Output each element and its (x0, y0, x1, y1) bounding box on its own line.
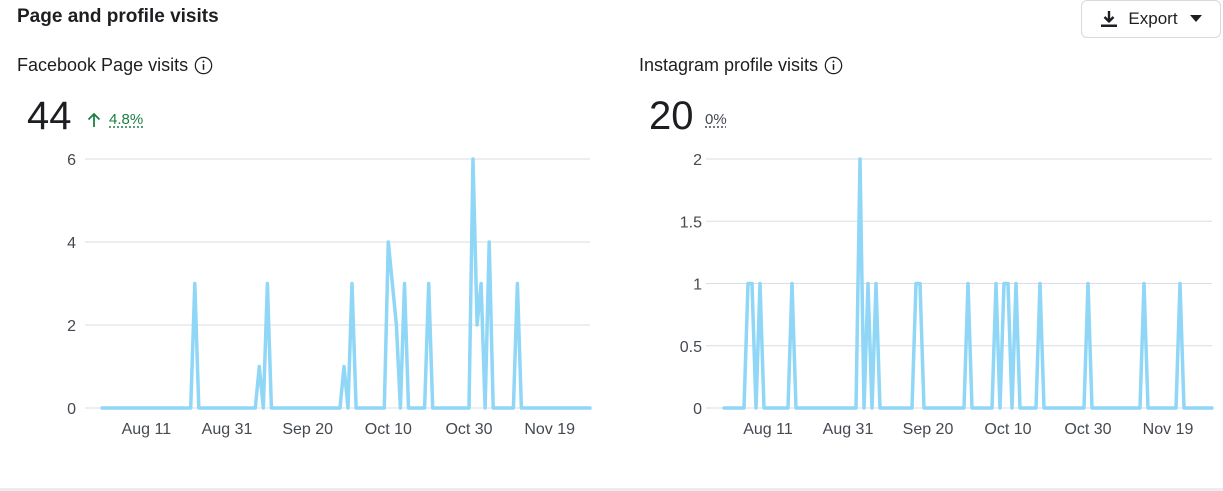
facebook-panel-title: Facebook Page visits (17, 55, 189, 75)
x-tick-label: Oct 10 (984, 421, 1031, 438)
x-tick-label: Oct 30 (445, 421, 492, 438)
y-tick-label: 0.5 (680, 339, 702, 356)
download-icon (1101, 11, 1118, 27)
x-tick-label: Nov 19 (524, 421, 575, 438)
instagram-panel-title-row: Instagram profile visits (639, 55, 843, 76)
x-tick-label: Sep 20 (282, 421, 333, 438)
info-icon[interactable] (824, 56, 843, 75)
instagram-total: 20 (649, 94, 694, 138)
chevron-down-icon (1189, 15, 1202, 22)
x-tick-label: Aug 31 (202, 421, 253, 438)
facebook-delta[interactable]: 4.8% (87, 111, 143, 128)
facebook-panel-title-row: Facebook Page visits (17, 55, 213, 76)
x-tick-label: Nov 19 (1143, 421, 1194, 438)
export-button[interactable]: Export (1081, 0, 1221, 38)
bottom-divider (0, 488, 1223, 491)
instagram-delta-value: 0% (705, 111, 727, 128)
y-tick-label: 2 (67, 318, 76, 335)
x-tick-label: Oct 10 (365, 421, 412, 438)
facebook-delta-value: 4.8% (109, 111, 144, 128)
x-tick-label: Aug 11 (122, 421, 172, 438)
y-tick-label: 2 (693, 152, 702, 169)
instagram-panel: Instagram profile visits 20 0% 0 0.5 1 1.5 2… (622, 0, 1222, 460)
y-tick-label: 1 (693, 277, 702, 294)
facebook-total: 44 (27, 94, 72, 138)
export-label: Export (1128, 9, 1178, 28)
instagram-panel-title: Instagram profile visits (639, 55, 819, 75)
facebook-panel: Facebook Page visits 44 4.8% 0 2 4 6 Aug 11 A… (0, 0, 600, 460)
x-tick-label: Oct 30 (1064, 421, 1111, 438)
instagram-visits-chart: 0 0.5 1 1.5 2 Aug 11 Aug 31 Sep 20 Oct 10 Oct 30 N… (680, 152, 1214, 438)
y-tick-label: 4 (67, 235, 76, 252)
y-tick-label: 1.5 (680, 214, 702, 231)
y-tick-label: 0 (693, 401, 702, 418)
x-tick-label: Aug 31 (823, 421, 874, 438)
instagram-delta[interactable]: 0% (705, 111, 727, 128)
x-tick-label: Aug 11 (743, 421, 793, 438)
y-tick-label: 0 (67, 401, 76, 418)
section-title: Page and profile visits (17, 6, 219, 27)
y-tick-label: 6 (67, 152, 76, 169)
info-icon[interactable] (194, 56, 213, 75)
series-line[interactable] (100, 157, 592, 410)
x-tick-label: Sep 20 (903, 421, 954, 438)
arrow-up-icon (87, 112, 101, 127)
facebook-visits-chart: 0 2 4 6 Aug 11 Aug 31 Sep 20 Oct 10 Oct 30 Nov 19 (67, 152, 592, 438)
